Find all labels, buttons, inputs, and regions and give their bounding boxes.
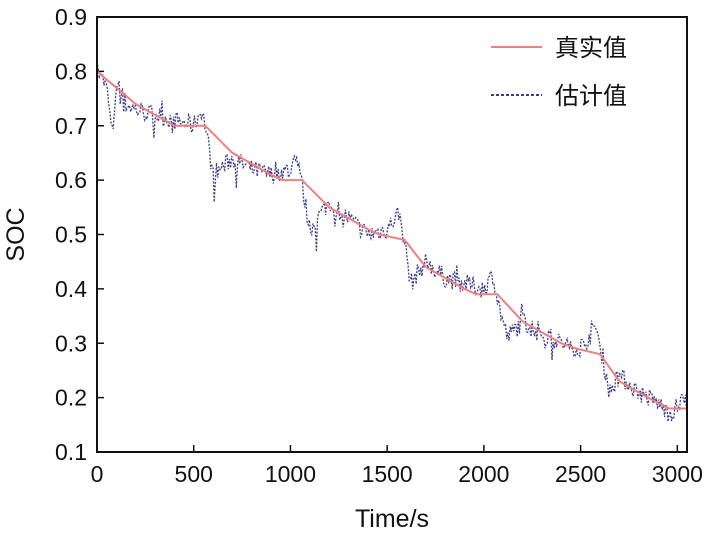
y-tick-label: 0.4 xyxy=(55,276,87,302)
legend-label-true-value: 真实值 xyxy=(555,34,627,62)
y-tick-label: 0.6 xyxy=(55,167,87,193)
legend-label-estimated-value: 估计值 xyxy=(555,82,627,110)
y-tick-label: 0.1 xyxy=(55,439,87,465)
y-tick-label: 0.5 xyxy=(55,222,87,248)
y-axis-title: SOC xyxy=(2,207,30,261)
y-tick-label: 0.8 xyxy=(55,58,87,84)
series-true-value-line xyxy=(96,70,687,410)
x-tick-label: 1000 xyxy=(265,461,316,487)
legend: 真实值 估计值 xyxy=(491,34,627,110)
x-tick-label: 2000 xyxy=(458,461,509,487)
series-estimated-value-line xyxy=(96,61,688,422)
x-tick-label: 3000 xyxy=(652,461,703,487)
x-tick-label: 0 xyxy=(91,461,104,487)
y-tick-label: 0.3 xyxy=(55,330,87,356)
y-tick-label: 0.7 xyxy=(55,113,87,139)
x-tick-label: 2500 xyxy=(555,461,606,487)
y-tick-label: 0.9 xyxy=(55,4,87,30)
x-tick-label: 500 xyxy=(175,461,213,487)
x-axis-title: Time/s xyxy=(355,505,429,533)
plot-frame xyxy=(96,16,688,453)
y-tick-label: 0.2 xyxy=(55,385,87,411)
x-tick-label: 1500 xyxy=(362,461,413,487)
series-layer xyxy=(96,61,688,422)
ticks-layer: 0 500 1000 1500 2000 2500 3000 0.1 0.2 0.3 0.4 0.5 0… xyxy=(55,4,703,487)
